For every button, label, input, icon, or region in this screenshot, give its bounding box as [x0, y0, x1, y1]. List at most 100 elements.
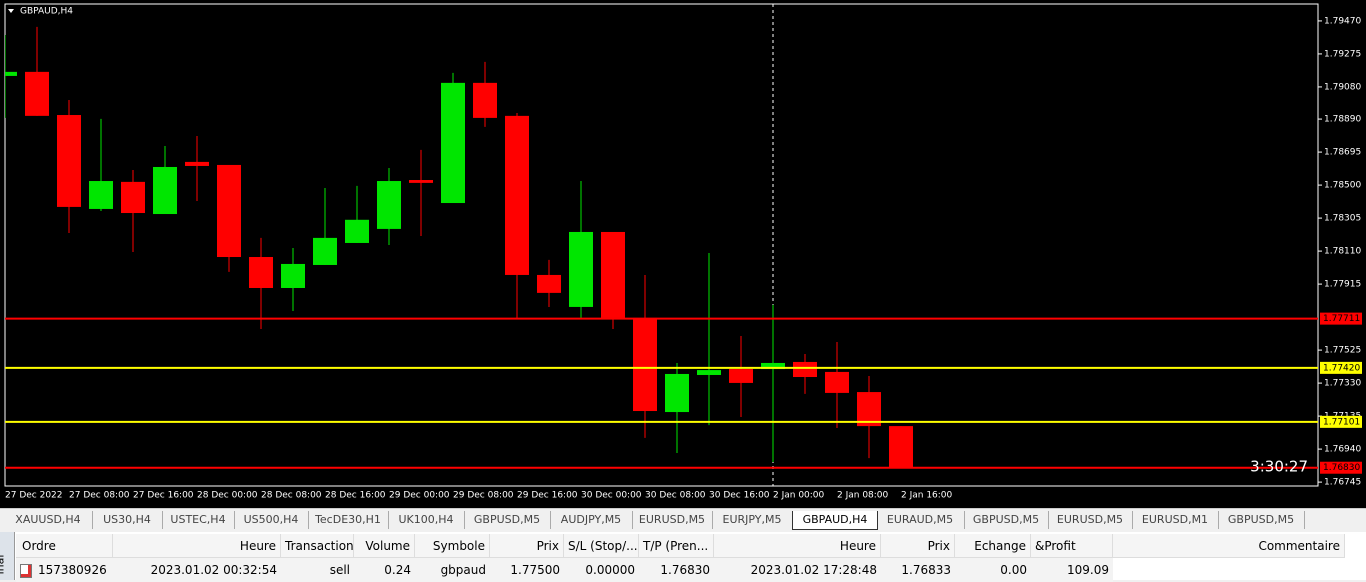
tab[interactable]: EURAUD,M5: [876, 511, 965, 529]
tab[interactable]: US30,H4: [92, 511, 163, 529]
x-tick-label: 2 Jan 08:00: [837, 491, 889, 501]
tab[interactable]: UK100,H4: [388, 511, 465, 529]
y-tick-label: 1.79080: [1324, 82, 1361, 92]
menu-arrow[interactable]: [8, 9, 14, 13]
y-tick-label: 1.78890: [1324, 115, 1361, 125]
x-tick-label: 2 Jan 00:00: [773, 491, 825, 501]
cell: 109.09: [1031, 558, 1113, 582]
y-tick-label: 1.78695: [1324, 148, 1361, 158]
tab[interactable]: XAUUSD,H4: [4, 511, 93, 529]
y-tick-label: 1.76940: [1324, 445, 1361, 455]
cell: 0.00: [955, 558, 1031, 582]
column-header[interactable]: Prix: [490, 534, 564, 558]
candle-body: [345, 219, 369, 243]
y-tick-label: 1.78305: [1324, 214, 1361, 224]
level-tag: [1320, 415, 1362, 428]
tab[interactable]: EURUSD,M5: [1048, 511, 1133, 529]
cell: 1.76830: [639, 558, 714, 582]
level-label: 1.77711: [1323, 314, 1360, 324]
cell: 2023.01.02 00:32:54: [113, 558, 281, 582]
tab[interactable]: US500,H4: [234, 511, 309, 529]
tab[interactable]: AUDJPY,M5: [550, 511, 633, 529]
x-tick-label: 27 Dec 2022: [5, 491, 63, 501]
level-tag: [1320, 461, 1362, 474]
candle-body: [569, 231, 593, 307]
candle-body: [121, 181, 145, 214]
candle-body: [377, 181, 401, 229]
level-tag: [1320, 361, 1362, 374]
order-icon: [20, 564, 32, 578]
candle-body: [857, 392, 881, 427]
candle-body: [505, 115, 529, 275]
x-tick-label: 2 Jan 16:00: [901, 491, 953, 501]
level-tag: [1320, 312, 1362, 325]
x-tick-label: 30 Dec 00:00: [581, 491, 642, 501]
y-tick-label: 1.77525: [1324, 346, 1361, 356]
tab[interactable]: GBPUSD,M5: [1218, 511, 1305, 529]
candle-body: [473, 82, 497, 118]
x-tick-label: 27 Dec 16:00: [133, 491, 194, 501]
x-tick-label: 28 Dec 08:00: [261, 491, 322, 501]
tab[interactable]: GBPAUD,H4: [792, 511, 878, 530]
column-header[interactable]: &Profit: [1031, 534, 1113, 558]
tab[interactable]: GBPUSD,M5: [964, 511, 1049, 529]
candle-body: [793, 361, 817, 378]
column-header[interactable]: S/L (Stop/...: [564, 534, 639, 558]
y-tick-label: 1.79275: [1324, 49, 1361, 59]
cell: 0.24: [354, 558, 415, 582]
candle-body: [537, 274, 561, 293]
level-label: 1.77101: [1323, 417, 1360, 427]
tab[interactable]: EURUSD,M1: [1132, 511, 1219, 529]
chart: GBPAUD,H4 1.79470 1.79275 1.79080 1.78890 1.…: [0, 0, 1366, 508]
candle-body: [441, 82, 465, 204]
column-header[interactable]: Heure: [714, 534, 881, 558]
tab-bar: XAUUSD,H4 US30,H4 USTEC,H4 US500,H4 TecDE30,…: [0, 508, 1366, 531]
candle-body: [665, 373, 689, 413]
terminal-side[interactable]: inal: [0, 532, 15, 580]
column-header[interactable]: T/P (Pren...: [639, 534, 714, 558]
cell: gbpaud: [415, 558, 490, 582]
x-tick-label: 28 Dec 00:00: [197, 491, 258, 501]
candle-body: [313, 237, 337, 265]
tab[interactable]: USTEC,H4: [162, 511, 235, 529]
x-tick-label: 29 Dec 00:00: [389, 491, 450, 501]
y-tick-label: 1.77330: [1324, 379, 1361, 389]
y-tick-label: 1.78500: [1324, 181, 1361, 191]
column-header[interactable]: Prix: [881, 534, 955, 558]
cell: 1.76833: [881, 558, 955, 582]
side-label: inal: [0, 554, 7, 575]
column-header[interactable]: Echange: [955, 534, 1031, 558]
candles: [5, 26, 913, 468]
tab[interactable]: TecDE30,H1: [308, 511, 389, 529]
column-header[interactable]: Transaction: [281, 534, 354, 558]
candle-body: [153, 166, 177, 215]
candle-body: [761, 362, 785, 370]
y-tick-label: 1.78110: [1324, 247, 1361, 257]
candle-body: [825, 371, 849, 393]
x-tick-label: 29 Dec 16:00: [517, 491, 578, 501]
candle-body: [633, 317, 657, 412]
tab[interactable]: EURUSD,M5: [632, 511, 713, 529]
candle-body: [249, 257, 273, 288]
tab[interactable]: GBPUSD,M5: [464, 511, 551, 529]
cell: 0.00000: [564, 558, 639, 582]
column-header[interactable]: Commentaire: [1113, 534, 1345, 558]
tab[interactable]: EURJPY,M5: [712, 511, 793, 529]
candle-body: [281, 263, 305, 288]
x-tick-label: 28 Dec 16:00: [325, 491, 386, 501]
x-tick-label: 30 Dec 08:00: [645, 491, 706, 501]
column-header[interactable]: Ordre: [16, 534, 113, 558]
y-tick-label: 1.77915: [1324, 280, 1361, 290]
candle-body: [25, 71, 49, 116]
timer: 3:30:27: [1250, 458, 1308, 476]
candle-body: [601, 231, 625, 318]
column-header[interactable]: Symbole: [415, 534, 490, 558]
candle-body: [57, 115, 81, 207]
column-header[interactable]: Heure: [113, 534, 281, 558]
x-tick-label: 29 Dec 08:00: [453, 491, 514, 501]
cell: 1.77500: [490, 558, 564, 582]
candle-body: [185, 161, 209, 166]
column-header[interactable]: Volume: [354, 534, 415, 558]
cell: sell: [281, 558, 354, 582]
